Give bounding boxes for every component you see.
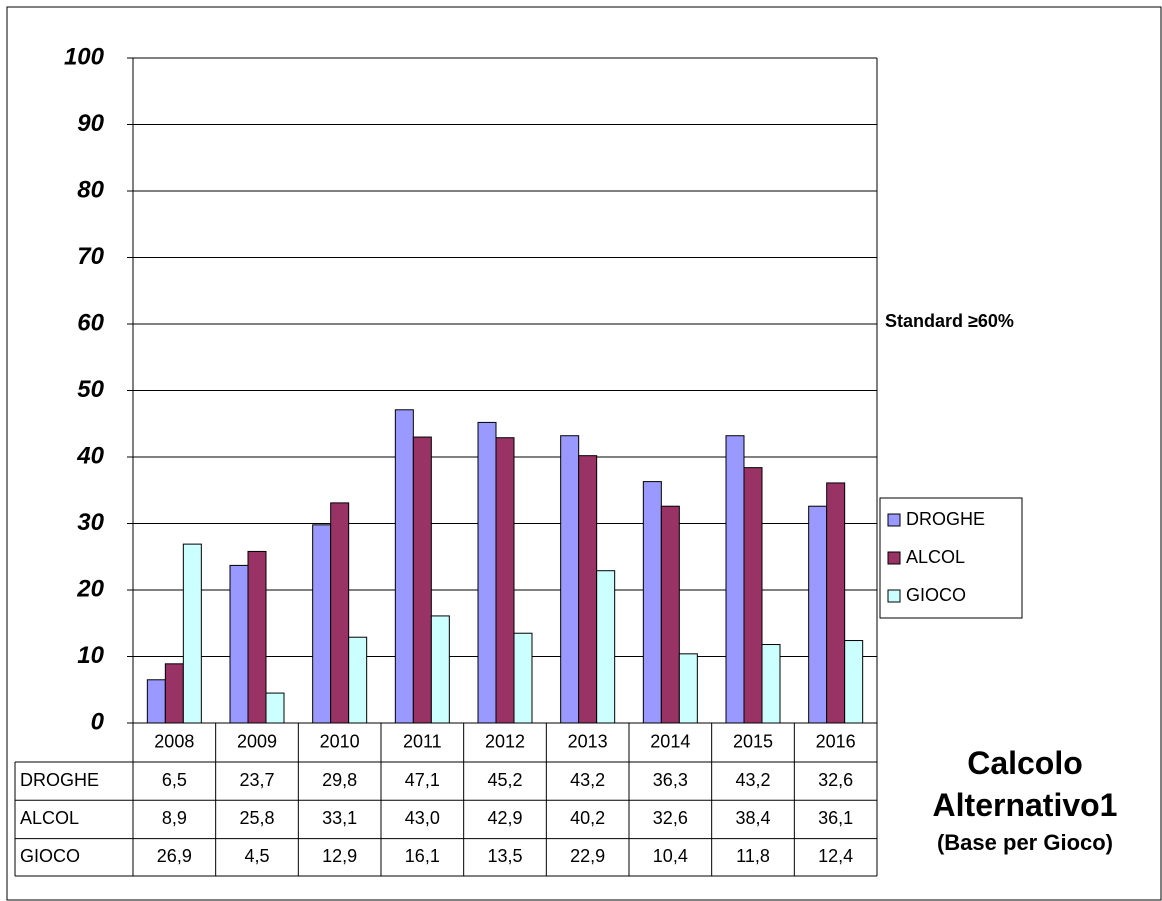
bar	[743, 467, 763, 724]
annotation: Standard ≥60%	[885, 311, 1014, 331]
table-cell: 26,9	[157, 846, 192, 866]
bar	[725, 435, 745, 724]
table-cell: 16,1	[405, 846, 440, 866]
bar	[394, 409, 414, 724]
bar	[808, 505, 828, 724]
table-cell: 32,6	[818, 770, 853, 790]
bar	[330, 502, 350, 724]
bar	[477, 421, 497, 724]
table-row-label: ALCOL	[20, 808, 79, 828]
bar	[513, 632, 533, 724]
table-row-label: GIOCO	[20, 846, 80, 866]
bar	[560, 435, 580, 724]
bar	[678, 653, 698, 724]
x-tick-label: 2014	[650, 731, 690, 751]
bar	[578, 455, 598, 724]
bar	[596, 570, 616, 724]
bar	[495, 437, 515, 724]
y-tick-label: 70	[77, 243, 104, 270]
table-cell: 36,1	[818, 808, 853, 828]
bar	[660, 505, 680, 724]
legend-swatch	[887, 513, 901, 527]
bar	[761, 644, 781, 724]
legend-label: DROGHE	[906, 509, 985, 529]
bar	[642, 481, 662, 724]
table-cell: 22,9	[570, 846, 605, 866]
table-cell: 4,5	[244, 846, 269, 866]
table-cell: 11,8	[736, 846, 770, 866]
y-tick-label: 50	[77, 376, 104, 403]
legend-label: ALCOL	[906, 547, 965, 567]
y-tick-label: 40	[76, 442, 104, 469]
bar	[182, 543, 202, 724]
y-tick-label: 30	[77, 509, 104, 536]
table-cell: 43,2	[570, 770, 605, 790]
y-tick-label: 20	[76, 575, 104, 602]
bar	[247, 550, 267, 724]
table-cell: 33,1	[322, 808, 357, 828]
legend-swatch	[887, 551, 901, 565]
bar	[265, 692, 285, 724]
table-cell: 38,4	[735, 808, 770, 828]
x-tick-label: 2015	[733, 731, 773, 751]
table-cell: 13,5	[487, 846, 522, 866]
table-cell: 23,7	[239, 770, 274, 790]
bar	[844, 640, 864, 724]
table-cell: 8,9	[162, 808, 187, 828]
y-tick-label: 80	[77, 176, 104, 203]
table-cell: 45,2	[487, 770, 522, 790]
legend-box	[879, 497, 1023, 619]
x-tick-label: 2010	[320, 731, 360, 751]
bar	[164, 663, 184, 724]
y-tick-label: 60	[77, 309, 104, 336]
y-tick-label: 90	[77, 110, 104, 137]
bar	[430, 615, 450, 724]
table-cell: 32,6	[653, 808, 688, 828]
bar	[348, 636, 368, 724]
y-tick-label: 10	[77, 642, 104, 669]
bar	[229, 564, 249, 724]
x-tick-label: 2013	[568, 731, 608, 751]
x-tick-label: 2009	[237, 731, 277, 751]
legend-swatch	[887, 589, 901, 603]
y-tick-label: 0	[91, 708, 105, 735]
y-tick-label: 100	[64, 43, 105, 70]
table-cell: 25,8	[239, 808, 274, 828]
bar	[312, 524, 332, 724]
table-cell: 12,9	[322, 846, 357, 866]
bar	[146, 679, 166, 724]
table-cell: 12,4	[818, 846, 853, 866]
x-tick-label: 2008	[154, 731, 194, 751]
x-tick-label: 2016	[816, 731, 856, 751]
table-cell: 47,1	[405, 770, 440, 790]
table-cell: 40,2	[570, 808, 605, 828]
x-tick-label: 2012	[485, 731, 525, 751]
table-row-label: DROGHE	[20, 770, 99, 790]
table-cell: 36,3	[653, 770, 688, 790]
table-cell: 29,8	[322, 770, 357, 790]
table-cell: 43,2	[735, 770, 770, 790]
table-cell: 43,0	[405, 808, 440, 828]
frame	[6, 6, 1162, 901]
bar	[826, 482, 846, 724]
x-tick-label: 2011	[403, 731, 442, 751]
chart-title: Calcolo Alternativo1	[932, 745, 1118, 823]
bar	[412, 436, 432, 724]
table-cell: 6,5	[162, 770, 187, 790]
table-cell: 10,4	[653, 846, 688, 866]
chart-subtitle: (Base per Gioco)	[936, 830, 1114, 855]
legend-label: GIOCO	[906, 585, 966, 605]
table-cell: 42,9	[487, 808, 522, 828]
